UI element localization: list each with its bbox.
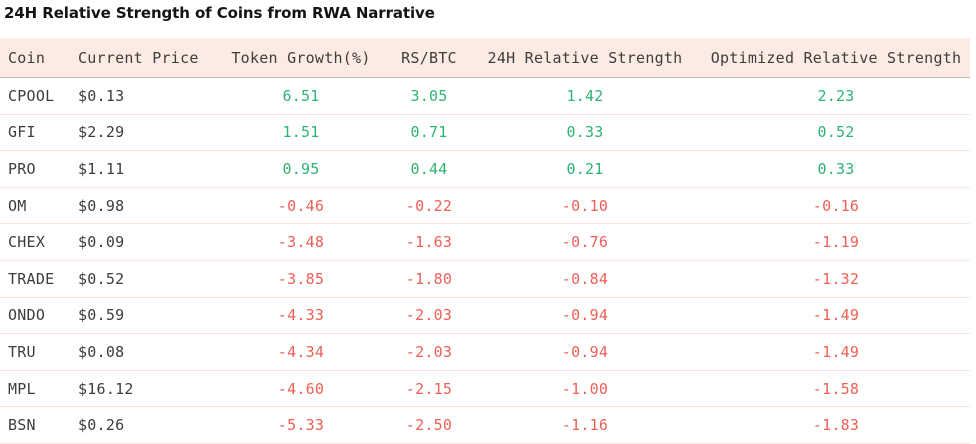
cell-price: $0.52 [78,269,125,288]
cell-price: $1.11 [78,159,125,178]
cell-token-growth: -4.34 [277,342,325,361]
cell-coin: PRO [8,159,36,178]
cell-token-growth: 0.95 [282,159,320,178]
header-cell-current-price: Current Price [78,48,199,67]
cell-token-growth: -3.85 [277,269,325,288]
cell-rs-24h: 0.33 [566,123,604,142]
cell-token-growth: -5.33 [277,416,325,435]
cell-rs-btc: -2.50 [405,416,453,435]
table-body: CPOOL $0.13 6.51 3.05 1.42 2.23 GFI $2.29 1.51 0.… [0,78,970,444]
cell-coin: CPOOL [8,86,55,105]
cell-coin: GFI [8,123,36,142]
cell-coin: CHEX [8,233,46,252]
cell-rs-btc: 3.05 [410,86,448,105]
cell-token-growth: -0.46 [277,196,325,215]
cell-rs-24h: -0.94 [561,306,609,325]
table-row: OM $0.98 -0.46 -0.22 -0.10 -0.16 [0,187,970,225]
cell-rs-24h: 1.42 [566,86,604,105]
cell-rs-24h: -0.10 [561,196,609,215]
cell-optimized-rs: -0.16 [812,196,860,215]
table-row: TRADE $0.52 -3.85 -1.80 -0.84 -1.32 [0,260,970,298]
cell-coin: OM [8,196,27,215]
cell-rs-24h: -1.00 [561,379,609,398]
cell-coin: TRADE [8,269,55,288]
cell-optimized-rs: 2.23 [817,86,855,105]
cell-rs-btc: -1.63 [405,233,453,252]
table-header-row: Coin Current Price Token Growth(%) RS/BT… [0,38,970,78]
title-bar: 24H Relative Strength of Coins from RWA … [0,0,976,38]
cell-price: $0.98 [78,196,125,215]
cell-rs-24h: -0.84 [561,269,609,288]
cell-rs-24h: -1.16 [561,416,609,435]
cell-optimized-rs: -1.58 [812,379,860,398]
cell-coin: BSN [8,416,36,435]
cell-rs-24h: -0.94 [561,342,609,361]
cell-optimized-rs: -1.49 [812,306,860,325]
cell-token-growth: -4.60 [277,379,325,398]
cell-rs-24h: 0.21 [566,159,604,178]
header-cell-token-growth: Token Growth(%) [231,48,371,67]
cell-rs-btc: -2.03 [405,342,453,361]
relative-strength-table: Coin Current Price Token Growth(%) RS/BT… [0,38,970,444]
cell-rs-btc: -1.80 [405,269,453,288]
table-row: CHEX $0.09 -3.48 -1.63 -0.76 -1.19 [0,224,970,261]
table-row: PRO $1.11 0.95 0.44 0.21 0.33 [0,151,970,188]
cell-optimized-rs: 0.52 [817,123,855,142]
cell-token-growth: -3.48 [277,233,325,252]
cell-rs-btc: -0.22 [405,196,453,215]
cell-coin: MPL [8,379,36,398]
page-title: 24H Relative Strength of Coins from RWA … [4,4,435,22]
cell-coin: ONDO [8,306,46,325]
cell-optimized-rs: -1.49 [812,342,860,361]
cell-optimized-rs: -1.32 [812,269,860,288]
cell-price: $0.13 [78,86,125,105]
table-row: CPOOL $0.13 6.51 3.05 1.42 2.23 [0,78,970,115]
cell-optimized-rs: -1.19 [812,233,860,252]
cell-optimized-rs: 0.33 [817,159,855,178]
cell-price: $0.09 [78,233,125,252]
cell-price: $0.59 [78,306,125,325]
cell-price: $16.12 [78,379,134,398]
header-cell-24h-relative-strength: 24H Relative Strength [487,48,683,67]
header-cell-rs-btc: RS/BTC [401,48,457,67]
cell-optimized-rs: -1.83 [812,416,860,435]
table-row: TRU $0.08 -4.34 -2.03 -0.94 -1.49 [0,334,970,371]
cell-coin: TRU [8,342,36,361]
cell-rs-btc: -2.03 [405,306,453,325]
cell-price: $0.26 [78,416,125,435]
cell-rs-btc: -2.15 [405,379,453,398]
table-row: BSN $0.26 -5.33 -2.50 -1.16 -1.83 [0,407,970,444]
cell-price: $0.08 [78,342,125,361]
table-row: ONDO $0.59 -4.33 -2.03 -0.94 -1.49 [0,297,970,335]
table-row: GFI $2.29 1.51 0.71 0.33 0.52 [0,114,970,152]
table-row: MPL $16.12 -4.60 -2.15 -1.00 -1.58 [0,370,970,408]
cell-rs-24h: -0.76 [561,233,609,252]
header-cell-optimized-relative-strength: Optimized Relative Strength [710,48,962,67]
cell-rs-btc: 0.71 [410,123,448,142]
cell-token-growth: -4.33 [277,306,325,325]
cell-price: $2.29 [78,123,125,142]
cell-rs-btc: 0.44 [410,159,448,178]
header-cell-coin: Coin [8,48,46,67]
cell-token-growth: 6.51 [282,86,320,105]
cell-token-growth: 1.51 [282,123,320,142]
